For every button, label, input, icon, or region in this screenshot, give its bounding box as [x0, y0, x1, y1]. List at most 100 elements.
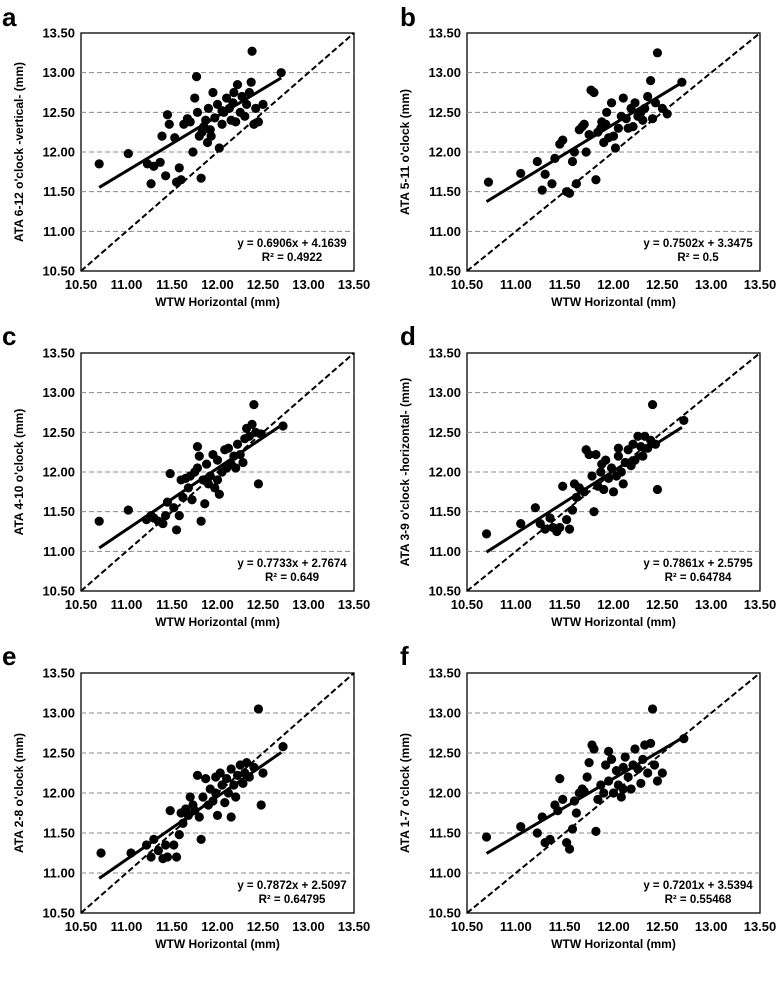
y-tick-label: 10.50 [428, 584, 461, 599]
y-tick-label: 10.50 [428, 906, 461, 921]
x-tick-label: 10.50 [65, 597, 98, 612]
y-tick-label: 12.50 [42, 425, 75, 440]
x-axis-title: WTW Horizontal (mm) [155, 615, 280, 629]
data-point [231, 792, 241, 802]
y-axis-title: ATA 2-8 o'clock (mm) [12, 733, 26, 853]
data-point [628, 439, 638, 449]
data-point [532, 156, 542, 167]
data-point [222, 93, 232, 103]
r-squared-label: R² = 0.55468 [665, 894, 732, 906]
data-point [192, 442, 203, 452]
data-point [196, 173, 206, 183]
data-point [223, 443, 234, 453]
y-tick-label: 11.50 [429, 184, 461, 199]
data-point [628, 122, 638, 132]
data-point [611, 766, 622, 776]
data-point [161, 840, 171, 850]
x-axis-title: WTW Horizontal (mm) [551, 615, 676, 629]
y-tick-label: 11.50 [43, 826, 75, 841]
data-point [597, 459, 607, 469]
data-point [567, 824, 578, 834]
x-tick-label: 10.50 [451, 597, 484, 612]
data-point [662, 109, 672, 119]
data-point [679, 415, 689, 426]
data-point [620, 752, 630, 762]
regression-equation: y = 0.7861x + 2.5795 [643, 558, 753, 570]
data-point [657, 768, 667, 778]
r-squared-label: R² = 0.64795 [259, 894, 326, 906]
x-tick-label: 13.00 [695, 597, 728, 612]
data-point [567, 156, 578, 167]
y-tick-label: 12.50 [42, 746, 75, 761]
data-point [226, 812, 236, 822]
data-point [532, 828, 542, 838]
data-point [146, 852, 156, 862]
data-point [643, 91, 653, 102]
data-point [94, 159, 104, 169]
data-point [626, 784, 636, 794]
data-point [567, 505, 578, 515]
data-point [623, 772, 633, 782]
data-point [220, 798, 230, 808]
chart-panel-c: c 10.50 11.00 11.50 12.00 12.50 13.00 13.50 10.5… [2, 321, 370, 629]
data-point [211, 772, 221, 782]
chart-panel-f: f 10.50 11.00 11.50 12.00 12.50 13.00 13.50 10.5… [398, 641, 776, 951]
data-point [647, 114, 658, 124]
data-point [212, 810, 223, 821]
data-point [630, 98, 640, 108]
panel-letter: f [400, 641, 409, 671]
chart-panel-b: b 10.50 11.00 11.50 12.00 12.50 13.00 13.50 10.5… [398, 2, 776, 309]
y-tick-label: 11.00 [43, 224, 75, 239]
data-point [483, 177, 494, 187]
y-tick-label: 12.50 [428, 105, 461, 120]
r-squared-label: R² = 0.5 [677, 252, 719, 264]
y-tick-label: 13.00 [428, 65, 461, 80]
data-point [555, 774, 565, 784]
x-tick-label: 12.50 [247, 919, 280, 934]
data-point [174, 163, 184, 173]
x-tick-label: 12.50 [646, 277, 679, 292]
data-point [242, 99, 252, 109]
regression-line [485, 426, 683, 554]
panel-letter: c [2, 321, 16, 351]
x-tick-label: 12.50 [646, 919, 679, 934]
data-point [599, 788, 609, 798]
x-tick-label: 13.00 [695, 919, 728, 934]
data-point [174, 511, 184, 521]
y-tick-label: 11.00 [429, 544, 461, 559]
data-point [176, 475, 186, 485]
data-point [616, 792, 626, 802]
data-point [192, 107, 203, 117]
data-point [584, 758, 594, 768]
data-point [198, 792, 208, 802]
data-point [94, 516, 104, 526]
panel-letter: a [2, 2, 17, 32]
data-point [604, 746, 614, 757]
data-point [192, 463, 203, 473]
y-tick-label: 11.50 [43, 504, 75, 519]
data-point [231, 117, 241, 127]
data-point [601, 760, 611, 770]
regression-equation: y = 0.7502x + 3.3475 [643, 238, 753, 250]
data-point [146, 179, 156, 189]
regression-line [485, 736, 683, 855]
data-point [516, 168, 526, 179]
y-tick-label: 10.50 [42, 264, 75, 279]
data-point [618, 784, 628, 794]
x-tick-label: 12.00 [597, 277, 630, 292]
data-point [608, 131, 619, 141]
data-point [201, 774, 211, 784]
data-point [608, 487, 619, 497]
data-point [643, 768, 653, 778]
x-tick-label: 11.00 [111, 597, 143, 612]
x-tick-label: 13.00 [292, 919, 325, 934]
data-point [249, 399, 259, 410]
data-point [192, 770, 203, 781]
data-point [545, 834, 555, 845]
y-tick-label: 12.00 [428, 786, 461, 801]
data-point [188, 147, 198, 157]
x-tick-label: 13.00 [292, 277, 325, 292]
data-point [212, 99, 223, 109]
x-tick-label: 13.00 [292, 597, 325, 612]
x-tick-label: 12.50 [646, 597, 679, 612]
